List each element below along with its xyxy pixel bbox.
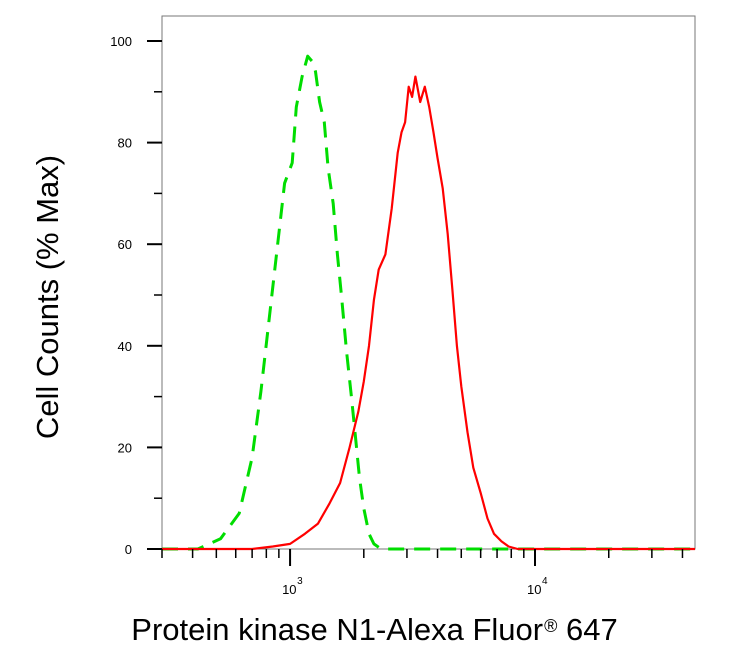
y-tick-label: 20 [118,440,132,455]
x-tick-label-exponent: 3 [297,576,303,587]
series-line-1 [162,54,695,551]
plot-area-frame [161,15,696,550]
x-axis-label: Protein kinase N1-Alexa Fluor [131,612,544,647]
y-tick-label: 60 [118,237,132,252]
series-line-2 [162,75,695,551]
y-tick-label: 80 [118,136,132,151]
y-tick-label: 0 [125,542,132,557]
x-axis-label-suffix: 647 [565,612,618,647]
x-tick-label: 10 [527,582,541,597]
x-tick-label-exponent: 4 [542,576,548,587]
x-tick-label: 10 [282,582,296,597]
registered-mark: ® [544,616,558,636]
x-axis-label-wrap: Protein kinase N1-Alexa Fluor® 647 [0,612,749,648]
y-tick-label: 100 [110,34,132,49]
y-tick-label: 40 [118,339,132,354]
y-axis-label: Cell Counts (% Max) [30,154,65,440]
